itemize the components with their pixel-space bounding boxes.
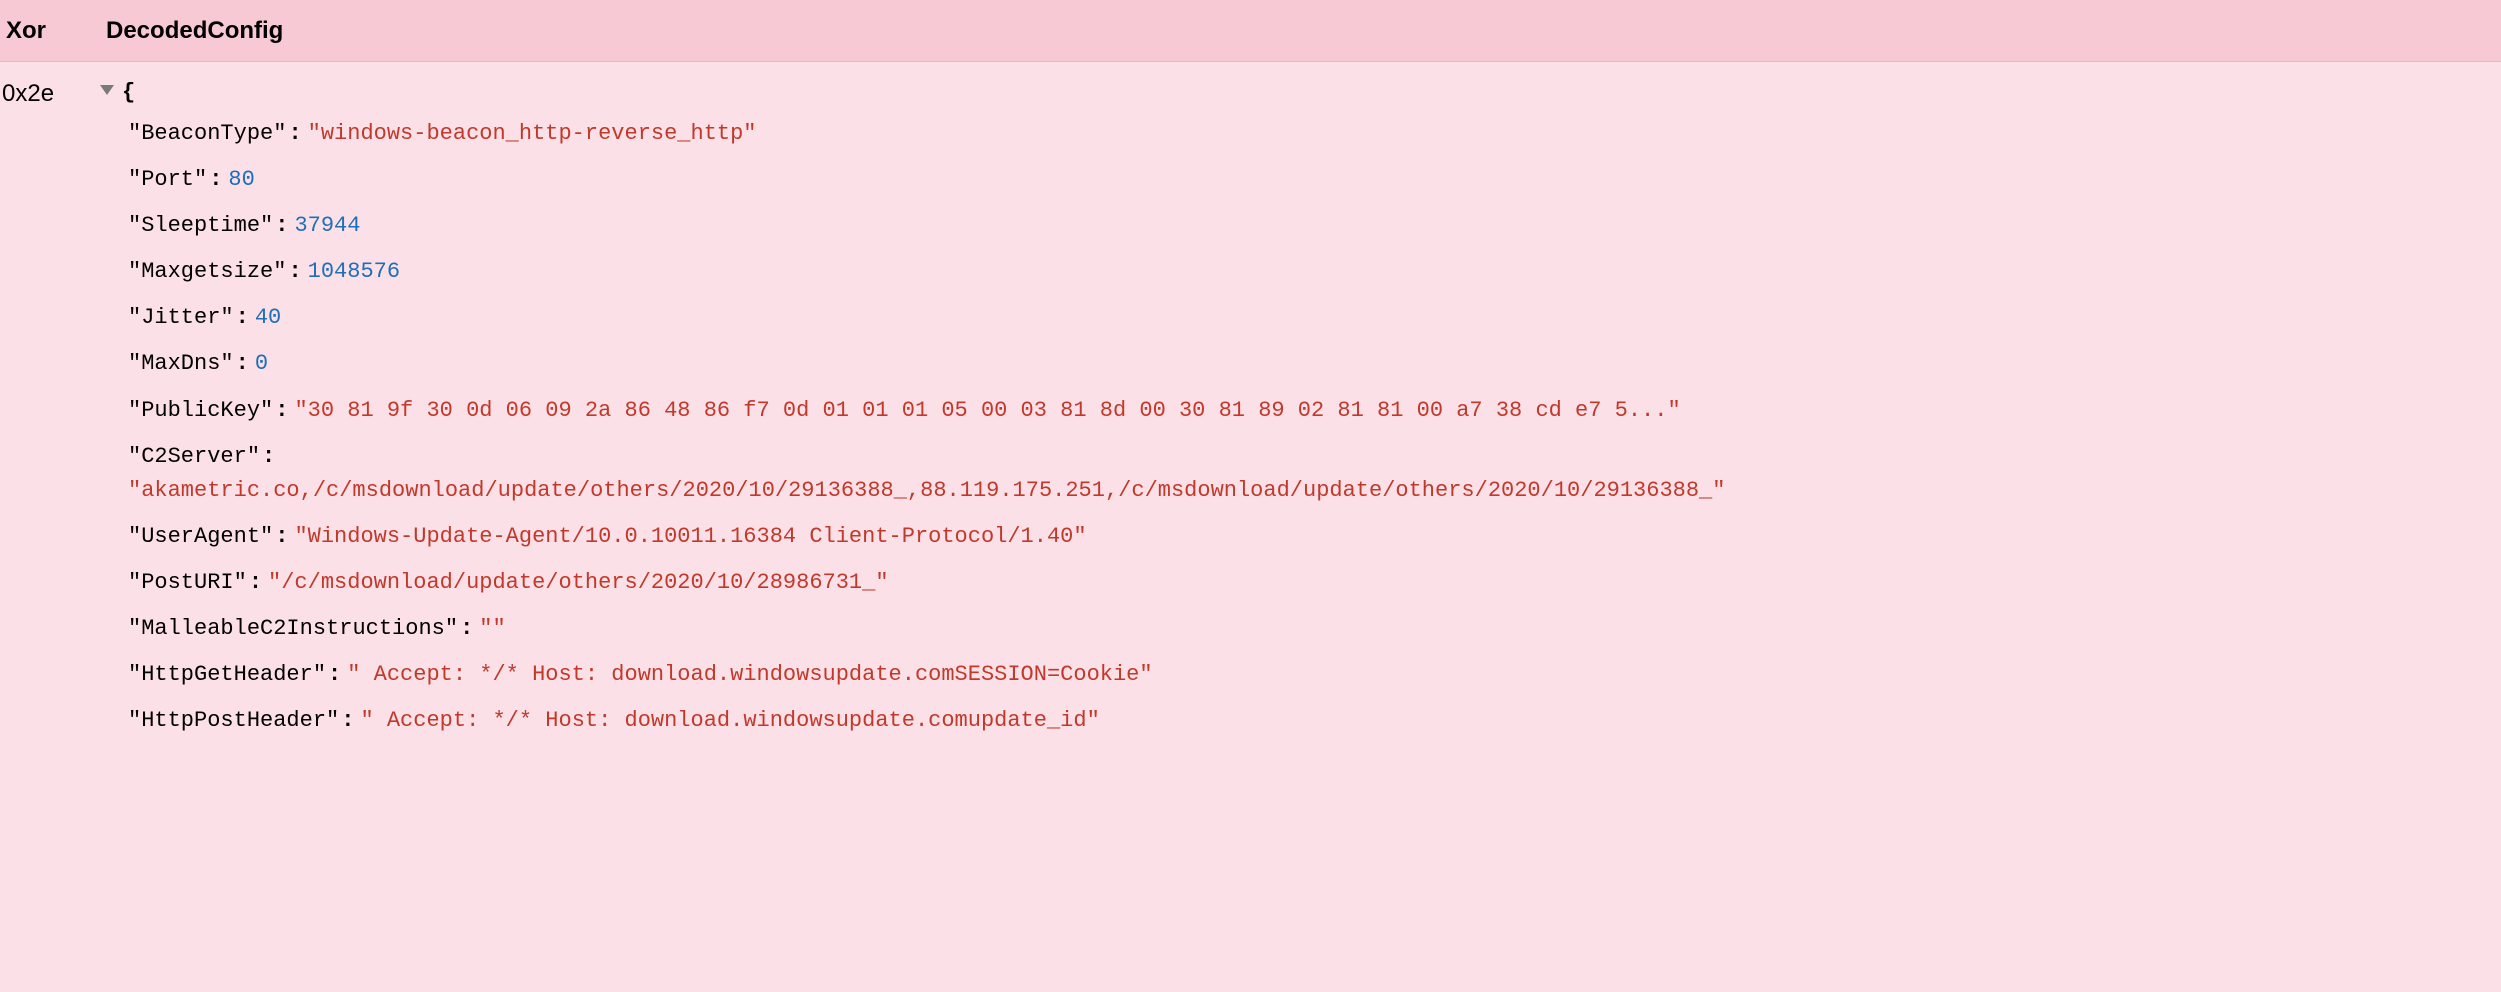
chevron-down-icon[interactable] xyxy=(100,85,114,95)
config-entry: "C2Server":"akametric.co,/c/msdownload/u… xyxy=(100,440,2501,508)
config-entry: "UserAgent":"Windows-Update-Agent/10.0.1… xyxy=(100,520,2501,554)
config-entry: "PostURI":"/c/msdownload/update/others/2… xyxy=(100,566,2501,600)
config-entry: "HttpGetHeader":" Accept: */* Host: down… xyxy=(100,658,2501,692)
config-entry: "HttpPostHeader":" Accept: */* Host: dow… xyxy=(100,704,2501,738)
table-header: Xor DecodedConfig xyxy=(0,0,2501,62)
config-entries: "BeaconType":"windows-beacon_http-revers… xyxy=(100,117,2501,738)
config-entry: "MaxDns":0 xyxy=(100,347,2501,381)
config-entry: "Maxgetsize":1048576 xyxy=(100,255,2501,289)
decoded-config-cell: { "BeaconType":"windows-beacon_http-reve… xyxy=(98,62,2501,738)
open-brace: { xyxy=(122,80,135,105)
config-entry: "PublicKey":"30 81 9f 30 0d 06 09 2a 86 … xyxy=(100,394,2501,428)
col-header-xor: Xor xyxy=(0,17,98,45)
config-entry: "Port":80 xyxy=(100,163,2501,197)
config-entry: "BeaconType":"windows-beacon_http-revers… xyxy=(100,117,2501,151)
table-row: 0x2e { "BeaconType":"windows-beacon_http… xyxy=(0,62,2501,738)
json-open: { xyxy=(100,80,2501,105)
xor-value: 0x2e xyxy=(0,62,98,108)
config-entry: "MalleableC2Instructions":"" xyxy=(100,612,2501,646)
config-entry: "Jitter":40 xyxy=(100,301,2501,335)
col-header-decoded: DecodedConfig xyxy=(98,17,2501,45)
config-entry: "Sleeptime":37944 xyxy=(100,209,2501,243)
